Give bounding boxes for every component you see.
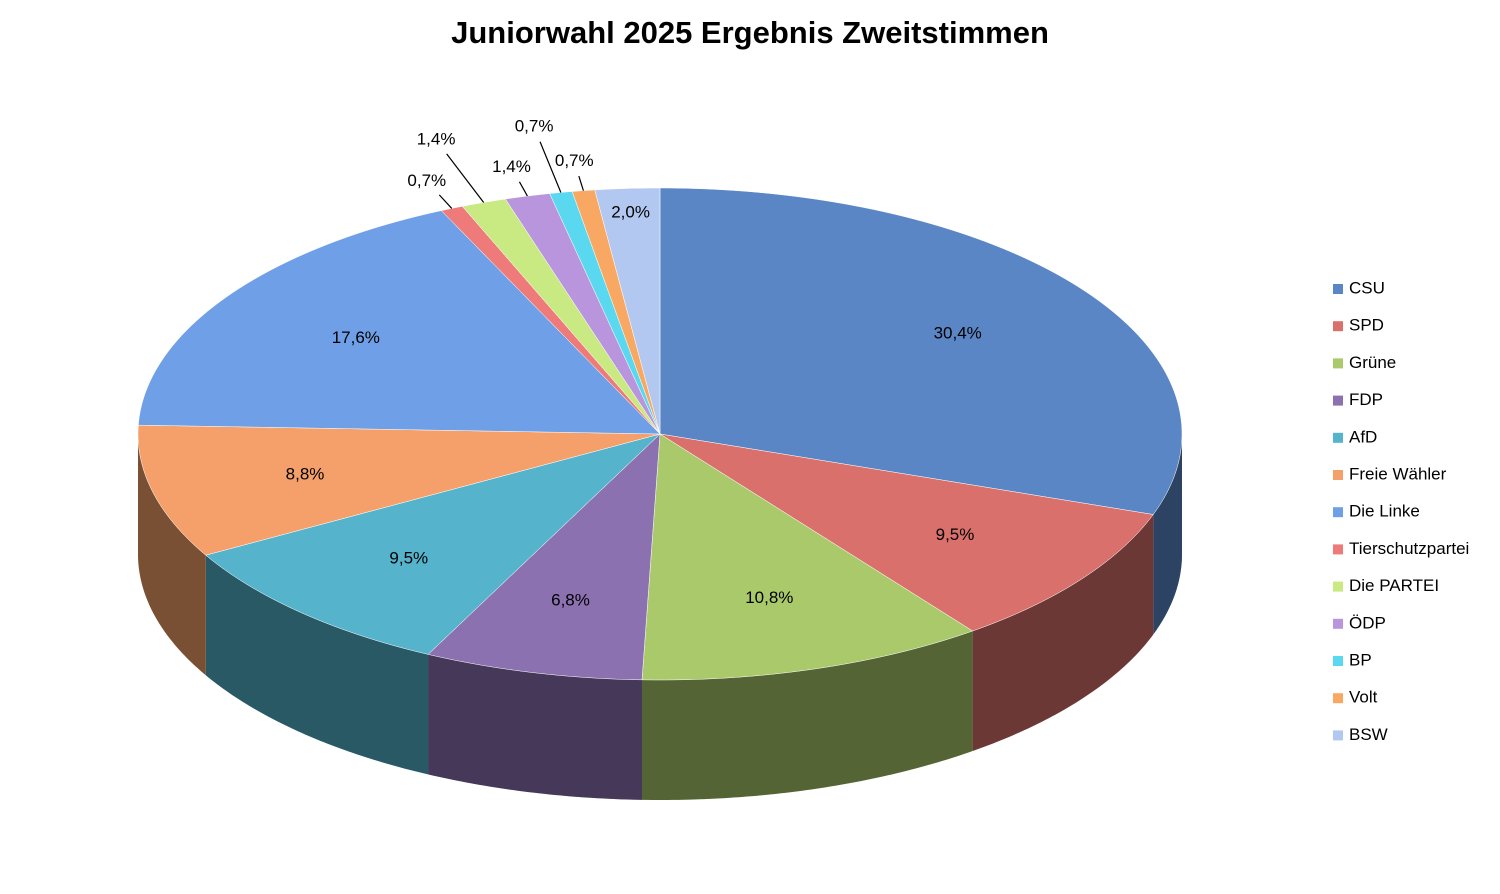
slice	[549, 191, 661, 435]
slice	[641, 433, 974, 681]
slice	[205, 433, 661, 655]
slice-side-shade	[972, 514, 1154, 752]
slice-side-shade	[1153, 434, 1182, 635]
slice	[461, 198, 661, 435]
data-label: 0,7%	[555, 151, 594, 170]
pie-tops	[137, 187, 1183, 681]
slice-side-shade	[642, 631, 973, 800]
legend-swatch	[1333, 358, 1343, 369]
legend-label: SPD	[1349, 316, 1384, 335]
data-label: 8,8%	[286, 464, 325, 483]
slice	[427, 433, 661, 681]
leader-line	[539, 141, 562, 193]
slice-side-shade	[205, 555, 429, 775]
data-label: 9,5%	[936, 525, 975, 544]
legend-swatch	[1333, 507, 1343, 518]
legend-swatch	[1333, 656, 1343, 666]
slice	[440, 206, 661, 435]
data-label: 1,4%	[417, 129, 456, 148]
legend-label: BP	[1349, 650, 1372, 669]
legend-label: CSU	[1349, 278, 1385, 297]
legend-label: Freie Wähler	[1349, 464, 1447, 483]
data-label: 17,6%	[332, 328, 380, 347]
slice	[659, 187, 1183, 515]
data-label: 1,4%	[492, 157, 531, 176]
slice	[659, 433, 1154, 632]
data-label: 0,7%	[407, 171, 446, 190]
chart-title: Juniorwahl 2025 Ergebnis Zweitstimmen	[451, 15, 1049, 50]
slice-side-shade	[138, 434, 206, 676]
data-label: 6,8%	[551, 590, 590, 609]
legend-swatch	[1333, 730, 1343, 741]
legend-label: BSW	[1349, 725, 1388, 744]
leader-line	[518, 181, 528, 197]
legend-label: AfD	[1349, 427, 1377, 446]
slice	[571, 189, 661, 435]
data-label: 0,7%	[515, 117, 554, 136]
legend-swatch	[1333, 284, 1343, 294]
data-label: 30,4%	[934, 324, 982, 343]
data-label: 10,8%	[745, 588, 793, 607]
legend-swatch	[1333, 618, 1343, 629]
legend-label: Grüne	[1349, 353, 1396, 372]
legend-swatch	[1333, 395, 1343, 406]
legend-swatch	[1333, 581, 1343, 592]
legend-label: FDP	[1349, 390, 1383, 409]
data-label: 2,0%	[611, 203, 650, 222]
slice	[594, 187, 661, 435]
legend-label: Volt	[1349, 688, 1378, 707]
legend-label: Tierschutzpartei	[1349, 539, 1469, 558]
leader-line	[578, 175, 585, 191]
legend-swatch	[1333, 432, 1343, 443]
leader-line	[438, 194, 453, 209]
data-label: 9,5%	[389, 549, 428, 568]
legend-swatch	[1333, 544, 1343, 555]
legend-label: Die Linke	[1349, 502, 1420, 521]
legend-label: ÖDP	[1349, 613, 1386, 632]
slice	[138, 210, 661, 435]
legend-label: Die PARTEI	[1349, 576, 1439, 595]
legend-swatch	[1333, 693, 1343, 704]
legend-swatch	[1333, 470, 1343, 480]
pie-sides	[138, 434, 1182, 800]
leader-line	[446, 153, 485, 203]
legend-swatch	[1333, 321, 1343, 332]
slice	[137, 424, 661, 556]
slice-side-shade	[428, 654, 643, 800]
slice	[504, 193, 661, 435]
